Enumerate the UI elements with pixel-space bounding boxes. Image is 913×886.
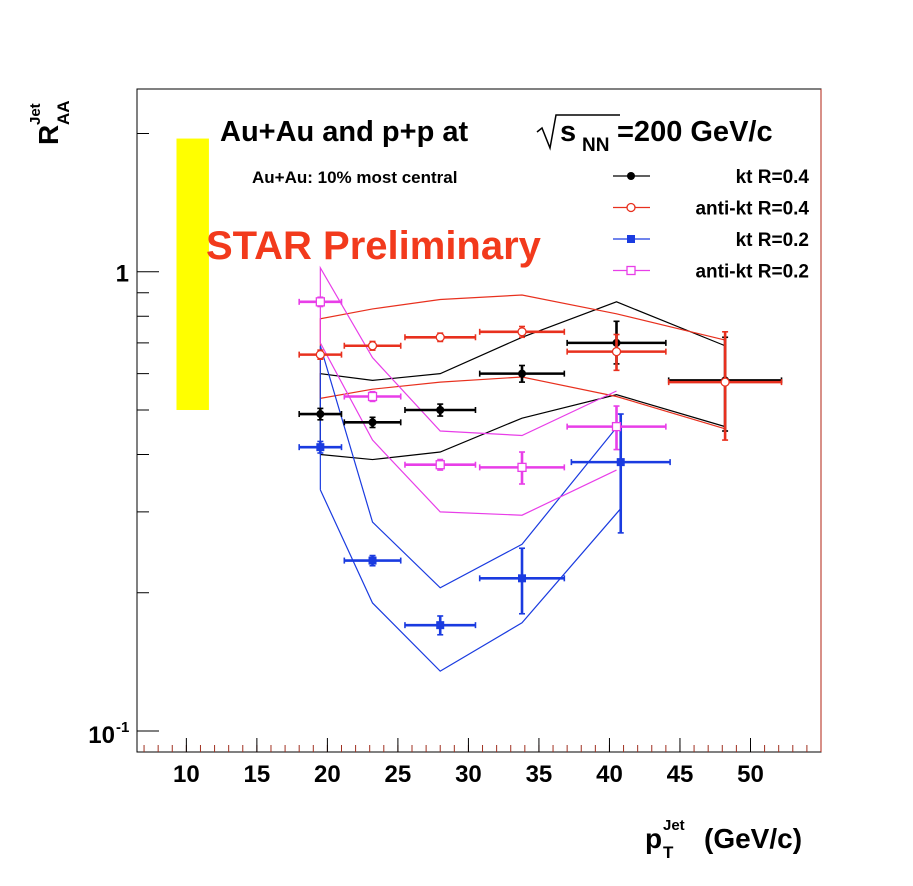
minor-ticks: [137, 133, 808, 752]
band-lower-line: [320, 394, 726, 461]
data-point-marker: [367, 341, 378, 351]
x-tick-label: 25: [385, 761, 412, 788]
data-point-marker: [611, 421, 622, 432]
data-point-marker: [315, 349, 325, 360]
data-point-marker: [435, 332, 445, 342]
data-point-marker: [720, 377, 730, 387]
x-tick-label: 50: [737, 761, 764, 788]
data-point-marker: [368, 556, 377, 565]
data-points: [298, 296, 783, 636]
y-axis-label: R Jet AA: [27, 100, 73, 145]
legend-label: kt R=0.4: [736, 167, 810, 188]
y-tick-label: 1: [116, 261, 129, 288]
data-point-marker: [518, 574, 527, 583]
data-point-marker: [316, 410, 325, 419]
x-axis-label-p: p: [645, 823, 662, 854]
x-tick-label: 15: [244, 761, 271, 788]
star-preliminary-watermark: STAR Preliminary: [206, 224, 542, 268]
x-tick-label: 35: [526, 761, 553, 788]
data-point-marker: [368, 418, 377, 427]
x-tick-label: 45: [667, 761, 694, 788]
systematic-bands: [319, 265, 726, 672]
band-lower-line: [319, 489, 622, 672]
data-point-marker: [436, 405, 445, 414]
data-point-marker: [435, 460, 445, 470]
y-axis-ticks: 1 10 -1: [88, 261, 159, 749]
x-axis-label-sub: T: [663, 843, 674, 862]
x-axis-label-sup: Jet: [663, 817, 685, 834]
x-tick-label: 40: [596, 761, 623, 788]
legend: kt R=0.4 anti-kt R=0.4 kt R=0.2 anti-kt R=0…: [613, 167, 809, 283]
data-point-marker: [367, 391, 378, 402]
x-tick-label: 20: [314, 761, 341, 788]
y-axis-label-r: R: [33, 125, 64, 145]
x-axis-label-unit: (GeV/c): [704, 823, 802, 854]
legend-marker: [626, 265, 636, 276]
title-sqrt-s: s: [560, 116, 576, 148]
x-tick-label: 10: [173, 761, 200, 788]
legend-marker: [627, 172, 635, 180]
data-point-marker: [517, 327, 527, 337]
chart-title: Au+Au and p+p at: [220, 116, 468, 148]
data-point-marker: [616, 458, 625, 467]
x-axis-label: p Jet T (GeV/c): [645, 817, 802, 862]
data-point-marker: [518, 369, 527, 378]
centrality-subtitle: Au+Au: 10% most central: [252, 168, 457, 187]
legend-label: anti-kt R=0.2: [695, 262, 809, 283]
data-point-marker: [611, 346, 622, 357]
legend-label: kt R=0.2: [736, 230, 809, 251]
data-point-marker: [517, 462, 527, 473]
y-tick-label-exponent: -1: [116, 719, 129, 736]
legend-marker: [626, 202, 636, 213]
y-axis-label-sub: AA: [54, 100, 73, 125]
sqrt-symbol: [536, 114, 620, 151]
data-point-marker: [315, 297, 325, 307]
title-energy: =200 GeV/c: [617, 116, 773, 148]
data-point-marker: [316, 443, 325, 452]
y-axis-label-sup: Jet: [27, 103, 44, 125]
band-upper-line: [319, 265, 617, 437]
legend-label: anti-kt R=0.4: [695, 199, 809, 220]
y-tick-label-base: 10: [88, 722, 115, 749]
x-axis-ticks: 10 15 20 25 30 35 40 45 50: [173, 738, 764, 788]
title-sqrt-subscript: NN: [582, 135, 609, 156]
normalization-uncertainty-band: [176, 138, 209, 410]
band-lower-line: [319, 342, 617, 516]
plot-frame: [136, 88, 822, 753]
legend-marker: [627, 235, 635, 243]
band-lower-line: [320, 376, 726, 430]
band-upper-line: [319, 345, 622, 589]
data-point-marker: [436, 621, 445, 630]
x-tick-label: 30: [455, 761, 482, 788]
